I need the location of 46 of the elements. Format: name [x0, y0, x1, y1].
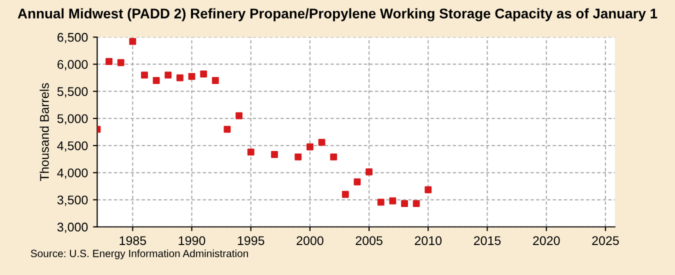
y-tick-label: 6,000	[58, 60, 88, 70]
y-tick-label: 3,000	[57, 222, 88, 234]
x-tick-label: 1995	[238, 236, 264, 246]
point	[141, 72, 148, 79]
x-tick-label: 2015	[474, 236, 501, 246]
x-tick-label: 2000	[296, 236, 324, 246]
point	[342, 190, 349, 198]
point	[389, 197, 396, 204]
y-tick-label: 5,000	[57, 114, 88, 125]
x-tick-label: 2010	[414, 236, 442, 246]
point	[377, 198, 384, 206]
y-tick-label: 3,500	[57, 196, 88, 206]
y-tick-label: 5,500	[57, 87, 88, 98]
y-tick-label: 4,000	[57, 168, 88, 179]
x-tick-label: 2005	[356, 236, 382, 246]
y-tick-label: 4,500	[57, 141, 88, 152]
point	[188, 72, 196, 80]
point	[366, 168, 373, 176]
point	[152, 77, 160, 84]
point	[306, 143, 314, 150]
point	[294, 153, 302, 160]
point	[129, 38, 136, 45]
point	[330, 153, 338, 160]
point	[212, 77, 219, 84]
point	[401, 200, 408, 208]
y-tick-label: 6,500	[58, 32, 88, 44]
point	[424, 186, 432, 194]
x-tick-label: 1985	[120, 236, 146, 246]
chart-title: Annual Midwest (PADD 2) Refinery Propane/Propylene Working Storage Capacity as of January 1	[18, 8, 658, 22]
x-tick-label: 2025	[592, 236, 619, 246]
point	[117, 59, 124, 66]
point	[318, 138, 326, 146]
point	[224, 126, 231, 133]
point	[106, 58, 112, 65]
point	[164, 72, 172, 79]
x-tick-label: 2020	[533, 236, 560, 246]
x-tick-label: 1990	[178, 236, 206, 246]
point	[271, 151, 278, 158]
point	[412, 200, 420, 208]
point	[200, 70, 208, 78]
point	[236, 112, 243, 120]
source-note: Source: U.S. Energy Information Administration	[30, 250, 248, 260]
point	[176, 74, 184, 82]
y-axis-title: Thousand Barrels	[40, 83, 49, 182]
point	[354, 178, 361, 186]
point	[247, 148, 254, 156]
